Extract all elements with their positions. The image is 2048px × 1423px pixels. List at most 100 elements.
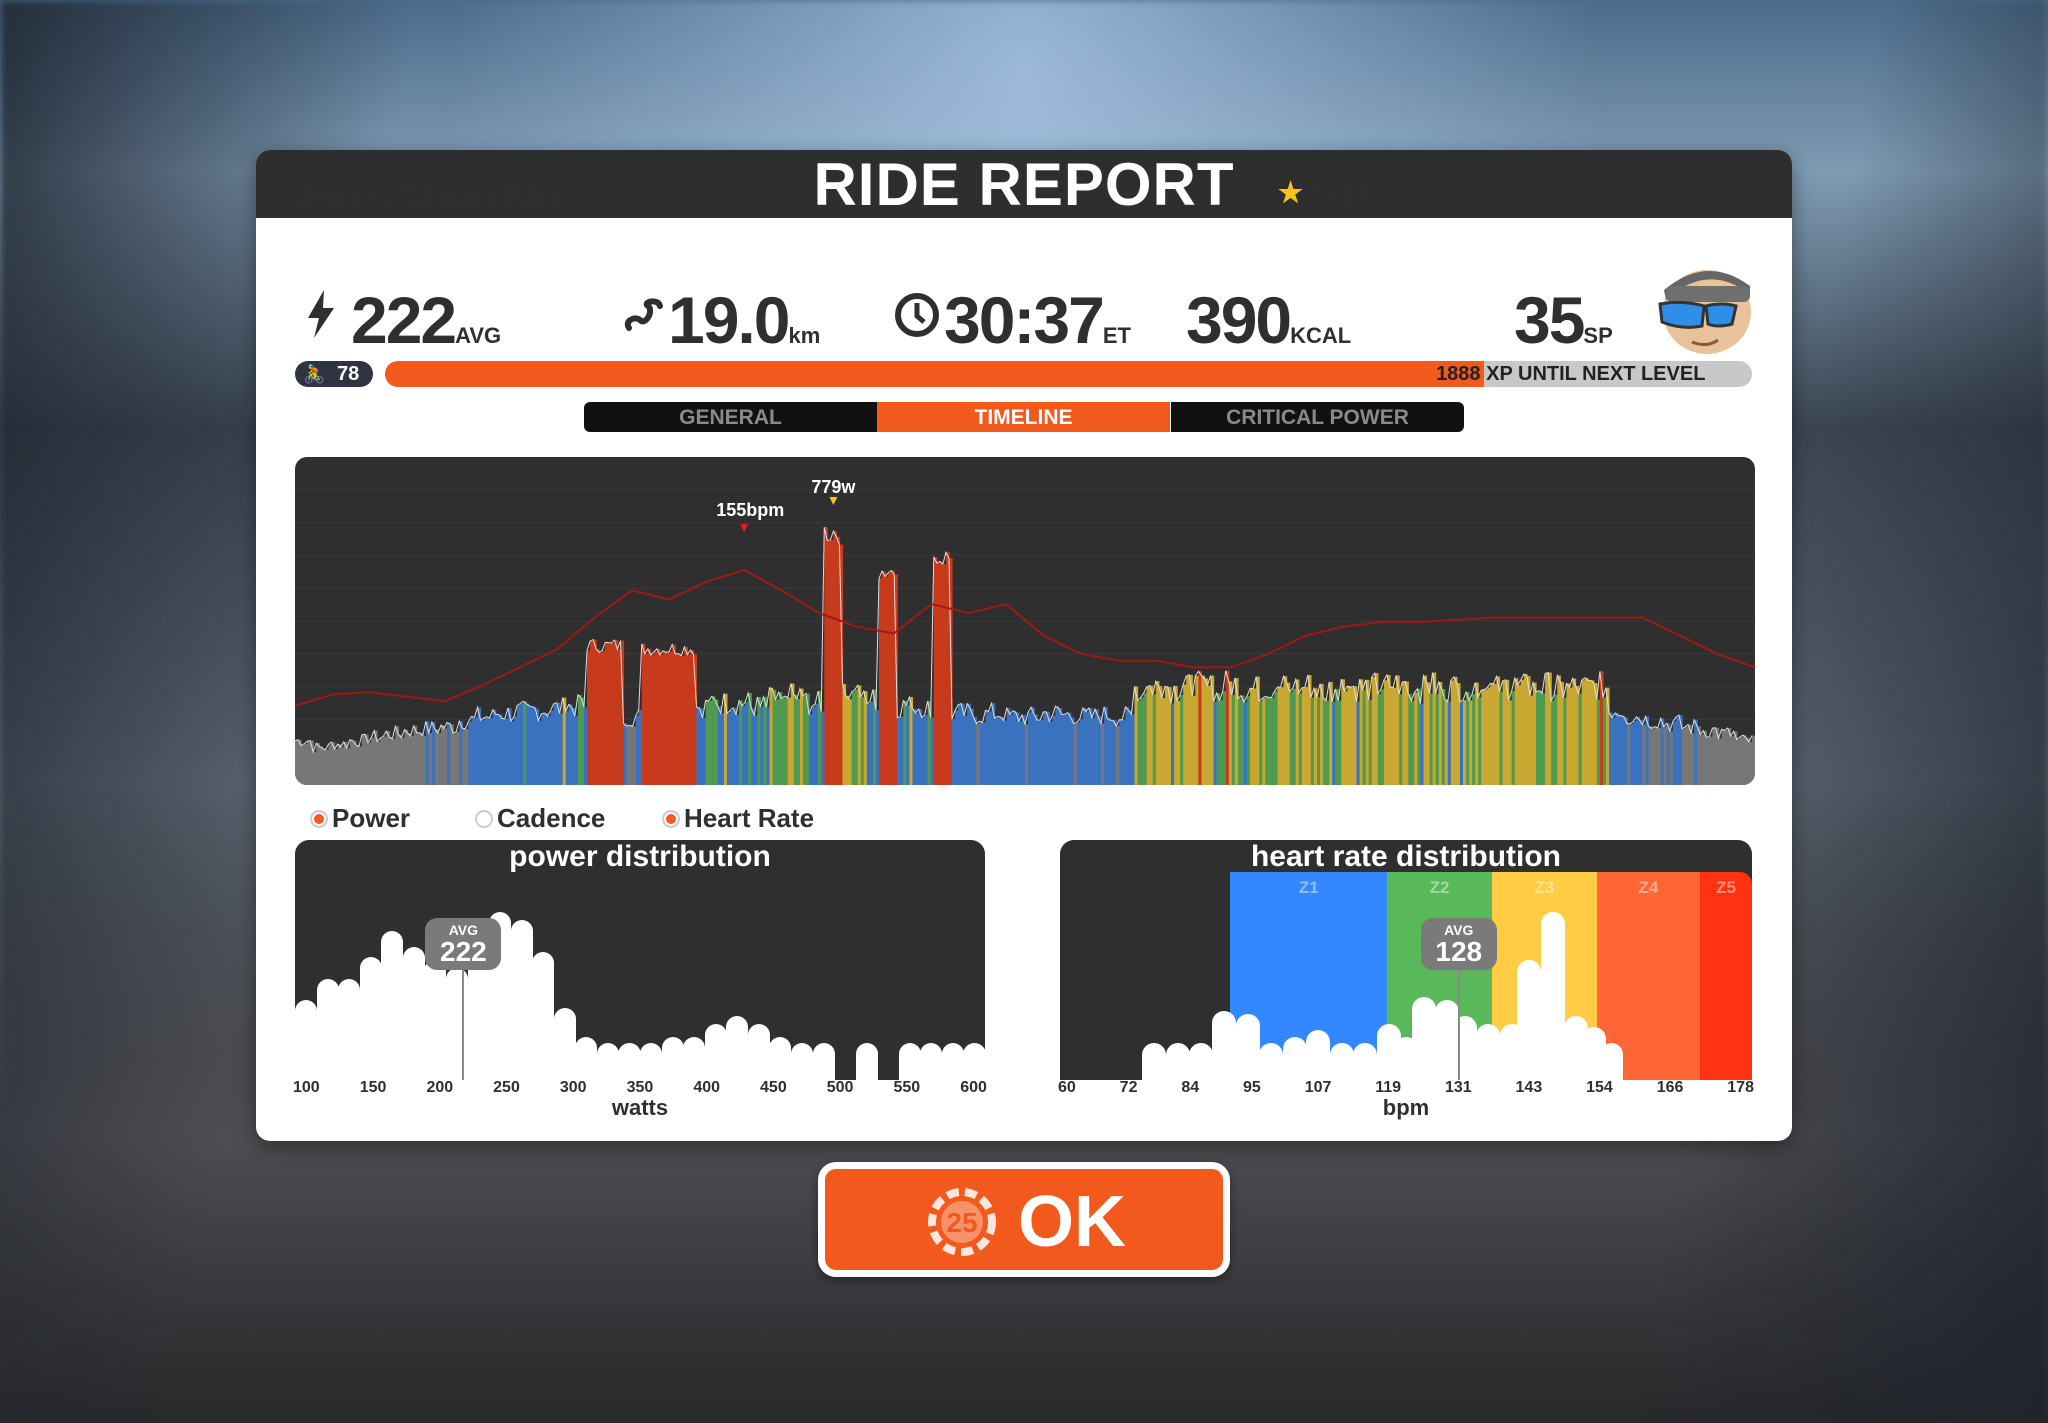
power-bar xyxy=(1411,701,1415,785)
power-bar xyxy=(1219,700,1224,785)
avatar[interactable] xyxy=(1652,260,1762,361)
power-bar xyxy=(1323,697,1327,785)
power-bar xyxy=(416,732,421,785)
power-bar xyxy=(1216,693,1221,785)
power-bar xyxy=(1341,679,1345,785)
power-bar xyxy=(1593,683,1598,785)
power-bar xyxy=(1368,699,1373,785)
power-bar xyxy=(395,726,400,785)
avg-value: 128 xyxy=(1435,936,1483,967)
power-bar xyxy=(1250,688,1254,785)
hr-distribution-bar xyxy=(1517,960,1542,1080)
power-distribution-bar xyxy=(445,968,468,1080)
tab-timeline[interactable]: TIMELINE xyxy=(877,402,1170,432)
elapsed-time: 30:37 xyxy=(944,283,1105,357)
power-bar xyxy=(1596,699,1601,785)
hr-distribution-bar xyxy=(1165,1043,1190,1080)
power-distribution-chart: power distribution AVG 222 xyxy=(295,840,985,1080)
power-bar xyxy=(1590,680,1595,785)
power-bar xyxy=(650,655,655,785)
legend-heart-rate-toggle[interactable]: Heart Rate xyxy=(662,803,814,834)
ok-button[interactable]: 25 OK xyxy=(818,1162,1230,1277)
power-bar xyxy=(608,642,612,785)
heart-rate-radio[interactable] xyxy=(662,809,680,828)
power-bar xyxy=(1104,706,1108,785)
power-bar xyxy=(492,709,497,785)
power-bar xyxy=(377,741,381,785)
power-bar xyxy=(1678,715,1683,785)
power-bar xyxy=(538,720,542,785)
power-bar xyxy=(1742,735,1747,785)
power-bar xyxy=(1602,697,1607,785)
power-bar xyxy=(1256,676,1260,785)
legend-cadence-toggle[interactable]: Cadence xyxy=(475,803,605,834)
power-bar xyxy=(930,717,935,785)
power-bar xyxy=(945,552,950,785)
power-bar xyxy=(1721,729,1726,785)
power-bar xyxy=(1660,718,1665,785)
power-bar xyxy=(882,571,886,785)
power-bar xyxy=(1231,694,1236,785)
axis-tick-label: 500 xyxy=(826,1079,854,1096)
power-bar xyxy=(851,691,856,785)
power-bar xyxy=(1271,697,1276,785)
power-bar xyxy=(1605,687,1610,785)
power-bar xyxy=(681,655,685,785)
tab-general[interactable]: GENERAL xyxy=(584,402,877,432)
power-bar xyxy=(857,685,862,785)
power-bar xyxy=(1542,693,1546,785)
power-bar xyxy=(1031,707,1035,785)
countdown-timer-icon: 25 xyxy=(925,1185,999,1259)
legend-power-toggle[interactable]: Power xyxy=(310,803,410,834)
power-bar xyxy=(571,707,576,785)
power-bar xyxy=(1520,679,1525,785)
power-bar xyxy=(918,709,923,785)
cadence-radio[interactable] xyxy=(475,809,493,828)
power-bar xyxy=(942,564,947,785)
power-bar xyxy=(775,699,780,785)
power-bar xyxy=(1618,715,1622,785)
power-distribution-bar xyxy=(618,1043,641,1080)
power-bar xyxy=(401,737,406,785)
power-bar xyxy=(1435,693,1440,785)
average-line xyxy=(1457,970,1460,1080)
power-bar xyxy=(319,746,323,785)
power-bar xyxy=(380,738,384,785)
power-bar xyxy=(1700,734,1704,785)
power-distribution-bar xyxy=(704,1024,727,1080)
star-icon: ★ xyxy=(1278,177,1304,208)
power-bar xyxy=(623,723,628,785)
power-bar xyxy=(1688,724,1692,785)
power-bar xyxy=(517,705,521,785)
xp-label: XP UNTIL NEXT LEVEL xyxy=(1486,363,1706,385)
power-bar xyxy=(1609,712,1613,785)
power-bar xyxy=(1043,712,1047,785)
tab-critical-power[interactable]: CRITICAL POWER xyxy=(1171,402,1464,432)
power-bar xyxy=(641,643,646,785)
power-bar xyxy=(742,706,746,785)
power-bar xyxy=(1536,691,1540,785)
power-bar xyxy=(885,576,889,785)
power-bar xyxy=(818,690,822,785)
power-radio[interactable] xyxy=(310,809,328,828)
power-bar xyxy=(1499,691,1504,785)
power-bar xyxy=(1532,682,1537,785)
power-bar xyxy=(860,697,865,785)
power-distribution-bar xyxy=(790,1043,813,1080)
axis-tick-label: 166 xyxy=(1656,1079,1684,1096)
peak-power-marker xyxy=(829,497,838,505)
power-bar xyxy=(845,695,850,785)
power-bar xyxy=(1475,682,1479,785)
power-bar xyxy=(1338,700,1342,785)
power-bar xyxy=(1018,721,1023,785)
power-bar xyxy=(1155,681,1160,785)
power-bar xyxy=(961,703,965,785)
power-bar xyxy=(1058,708,1063,785)
power-distribution-bar xyxy=(510,920,533,1080)
power-distribution-bar xyxy=(381,931,404,1080)
power-bar xyxy=(714,699,719,785)
power-bar xyxy=(1262,698,1266,785)
axis-tick-label: 60 xyxy=(1058,1079,1076,1096)
hr-distribution-bar xyxy=(1353,1043,1378,1080)
average-marker: AVG 128 xyxy=(1420,918,1497,970)
